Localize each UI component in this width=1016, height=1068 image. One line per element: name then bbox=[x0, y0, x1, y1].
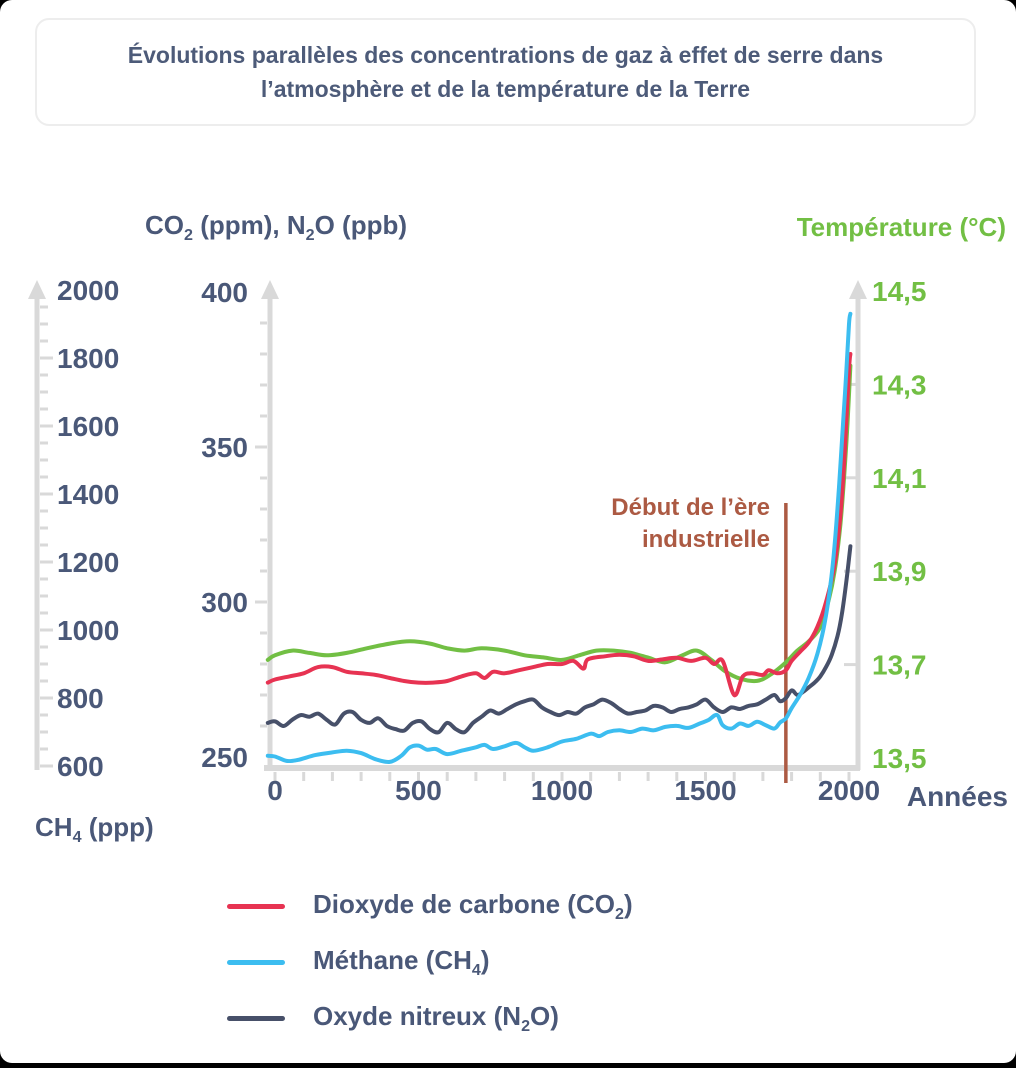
industrial-era-annotation: Début de l’ère industrielle bbox=[510, 492, 770, 557]
ch4-tick-label: 600 bbox=[57, 751, 104, 782]
x-tick-label: 1500 bbox=[674, 775, 736, 806]
temperature-tick-label: 14,3 bbox=[872, 369, 927, 400]
ch4-tick-label: 1600 bbox=[57, 411, 119, 442]
co2-legend-label: Dioxyde de carbone (CO2) bbox=[313, 888, 633, 924]
ch4-axis-arrow-icon bbox=[28, 280, 46, 299]
n2o-curve bbox=[265, 544, 853, 735]
co2-n2o-tick-label: 250 bbox=[201, 742, 248, 773]
x-axis-title: Années bbox=[906, 781, 1008, 812]
curves-group bbox=[265, 311, 853, 765]
page-title: Évolutions parallèles des concentrations… bbox=[127, 41, 884, 103]
temperature-tick-label: 13,7 bbox=[872, 650, 927, 681]
n2o-legend-swatch bbox=[227, 1016, 285, 1021]
co2-n2o-tick-label: 350 bbox=[201, 432, 248, 463]
ch4-legend-swatch bbox=[227, 960, 285, 965]
co2-n2o-tick-label: 300 bbox=[201, 587, 248, 618]
ch4-tick-label: 1800 bbox=[57, 343, 119, 374]
ch4-legend-label: Méthane (CH4) bbox=[313, 944, 490, 980]
legend-item-ch4: Méthane (CH4) bbox=[227, 944, 633, 981]
legend-item-n2o: Oxyde nitreux (N2O) bbox=[227, 1000, 633, 1037]
title-box: Évolutions parallèles des concentrations… bbox=[35, 18, 976, 126]
temperature-axis-arrow-icon bbox=[849, 280, 867, 299]
x-axis-line bbox=[264, 765, 860, 771]
ch4-curve bbox=[265, 311, 853, 765]
ch4-tick-label: 1200 bbox=[57, 547, 119, 578]
co2-curve bbox=[265, 352, 853, 698]
legend-item-co2: Dioxyde de carbone (CO2) bbox=[227, 888, 633, 925]
tick-labels-group: 0 500 1000 1500 2000 600 800 1000 1200 1400 1600 18… bbox=[57, 275, 927, 806]
x-tick-label: 500 bbox=[395, 775, 442, 806]
ch4-tick-label: 1000 bbox=[57, 615, 119, 646]
ch4-axis-title: CH4 (ppp) bbox=[35, 812, 154, 847]
temperature-axis-title: Température (°C) bbox=[796, 212, 1006, 242]
annotation-line-2: industrielle bbox=[641, 526, 770, 554]
annotation-line-1: Début de l’ère bbox=[611, 494, 770, 521]
co2-n2o-axis-arrow-icon bbox=[261, 280, 279, 299]
n2o-legend-label: Oxyde nitreux (N2O) bbox=[313, 1000, 559, 1036]
temperature-curve bbox=[265, 363, 853, 684]
x-tick-label: 0 bbox=[267, 775, 283, 806]
co2-n2o-tick-label: 400 bbox=[201, 277, 248, 308]
ch4-tick-label: 2000 bbox=[57, 275, 119, 306]
x-tick-label: 2000 bbox=[818, 775, 880, 806]
co2-legend-swatch bbox=[227, 904, 285, 909]
temperature-tick-label: 14,1 bbox=[872, 463, 927, 494]
temperature-tick-label: 13,5 bbox=[872, 743, 927, 774]
legend: Dioxyde de carbone (CO2) Méthane (CH4) Oxy… bbox=[227, 888, 633, 1037]
ch4-tick-label: 800 bbox=[57, 683, 104, 714]
temperature-tick-label: 13,9 bbox=[872, 556, 927, 587]
x-tick-label: 1000 bbox=[531, 775, 593, 806]
axes-group bbox=[28, 280, 867, 781]
ch4-tick-label: 1400 bbox=[57, 479, 119, 510]
co2-n2o-axis-title: CO2 (ppm), N2O (ppb) bbox=[145, 210, 408, 245]
temperature-tick-label: 14,5 bbox=[872, 276, 927, 307]
